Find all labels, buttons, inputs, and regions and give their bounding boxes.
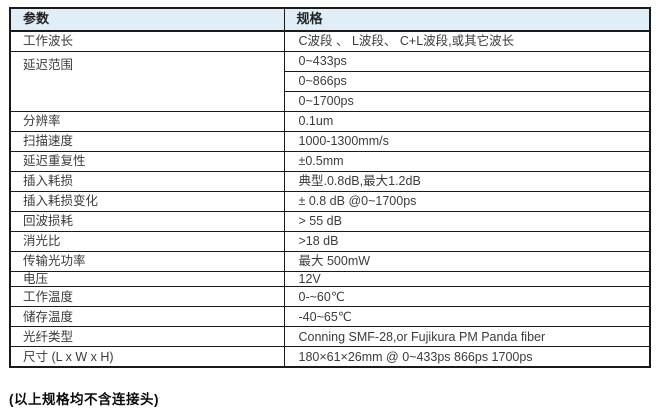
spec-cell: 最大 500mW	[283, 251, 651, 272]
footer-note: (以上规格均不含连接头)	[9, 392, 159, 407]
header-param: 参数	[9, 7, 285, 32]
spec-cell: 0.1um	[283, 111, 651, 132]
param-cell: 电压	[9, 270, 285, 288]
spec-cell: 1000-1300mm/s	[283, 131, 651, 152]
table-row: 电压 12V	[9, 270, 651, 288]
specs-table: 参数 规格 工作波长 C波段 、 L波段、 C+L波段,或其它波长 延迟范围 0…	[9, 7, 651, 369]
param-cell: 延迟重复性	[9, 151, 285, 172]
spec-cell: 0~433ps	[283, 51, 651, 72]
spec-cell: 典型.0.8dB,最大1.2dB	[283, 171, 651, 192]
param-cell: 工作波长	[9, 30, 285, 52]
param-cell: 扫描速度	[9, 131, 285, 152]
table-row: 回波损耗 > 55 dB	[9, 211, 651, 232]
table-row: 尺寸 (L x W x H) 180×61×26mm @ 0~433ps 866…	[9, 346, 651, 368]
spec-cell: 0-~60℃	[283, 286, 651, 308]
header-spec: 规格	[283, 7, 651, 32]
spec-cell: C波段 、 L波段、 C+L波段,或其它波长	[283, 30, 651, 52]
specs-table-header: 参数 规格	[9, 7, 651, 32]
spec-cell: 180×61×26mm @ 0~433ps 866ps 1700ps	[283, 346, 651, 368]
spec-cell: Conning SMF-28,or Fujikura PM Panda fibe…	[283, 326, 651, 348]
param-cell: 回波损耗	[9, 211, 285, 232]
spec-cell: 0~1700ps	[283, 91, 651, 112]
table-row: 储存温度 -40~65℃	[9, 306, 651, 328]
table-row: 插入耗损变化 ± 0.8 dB @0~1700ps	[9, 191, 651, 212]
table-row: 延迟范围 0~433ps	[9, 51, 651, 112]
table-row: 插入耗损 典型.0.8dB,最大1.2dB	[9, 171, 651, 192]
param-cell: 消光比	[9, 231, 285, 252]
param-cell: 插入耗损	[9, 171, 285, 192]
spec-cell: > 55 dB	[283, 211, 651, 232]
spec-cell: 12V	[283, 270, 651, 288]
spec-cell: >18 dB	[283, 231, 651, 252]
param-cell: 工作温度	[9, 286, 285, 308]
param-cell: 传输光功率	[9, 251, 285, 272]
param-cell: 分辨率	[9, 111, 285, 132]
param-cell: 延迟范围	[9, 51, 285, 112]
param-cell: 插入耗损变化	[9, 191, 285, 212]
spec-cell: -40~65℃	[283, 306, 651, 328]
spec-cell: 0~866ps	[283, 71, 651, 92]
param-cell: 尺寸 (L x W x H)	[9, 346, 285, 368]
spec-cell: ± 0.8 dB @0~1700ps	[283, 191, 651, 212]
param-cell: 储存温度	[9, 306, 285, 328]
header-row: 参数 规格	[9, 7, 651, 32]
table-row: 延迟重复性 ±0.5mm	[9, 151, 651, 172]
table-row: 工作波长 C波段 、 L波段、 C+L波段,或其它波长	[9, 30, 651, 52]
table-row: 传输光功率 最大 500mW	[9, 251, 651, 272]
specs-table-body: 工作波长 C波段 、 L波段、 C+L波段,或其它波长 延迟范围 0~433ps…	[9, 30, 651, 368]
table-row: 工作温度 0-~60℃	[9, 286, 651, 308]
table-row: 消光比 >18 dB	[9, 231, 651, 252]
table-row: 光纤类型 Conning SMF-28,or Fujikura PM Panda…	[9, 326, 651, 348]
table-row: 扫描速度 1000-1300mm/s	[9, 131, 651, 152]
table-row: 分辨率 0.1um	[9, 111, 651, 132]
param-cell: 光纤类型	[9, 326, 285, 348]
spec-cell: ±0.5mm	[283, 151, 651, 172]
